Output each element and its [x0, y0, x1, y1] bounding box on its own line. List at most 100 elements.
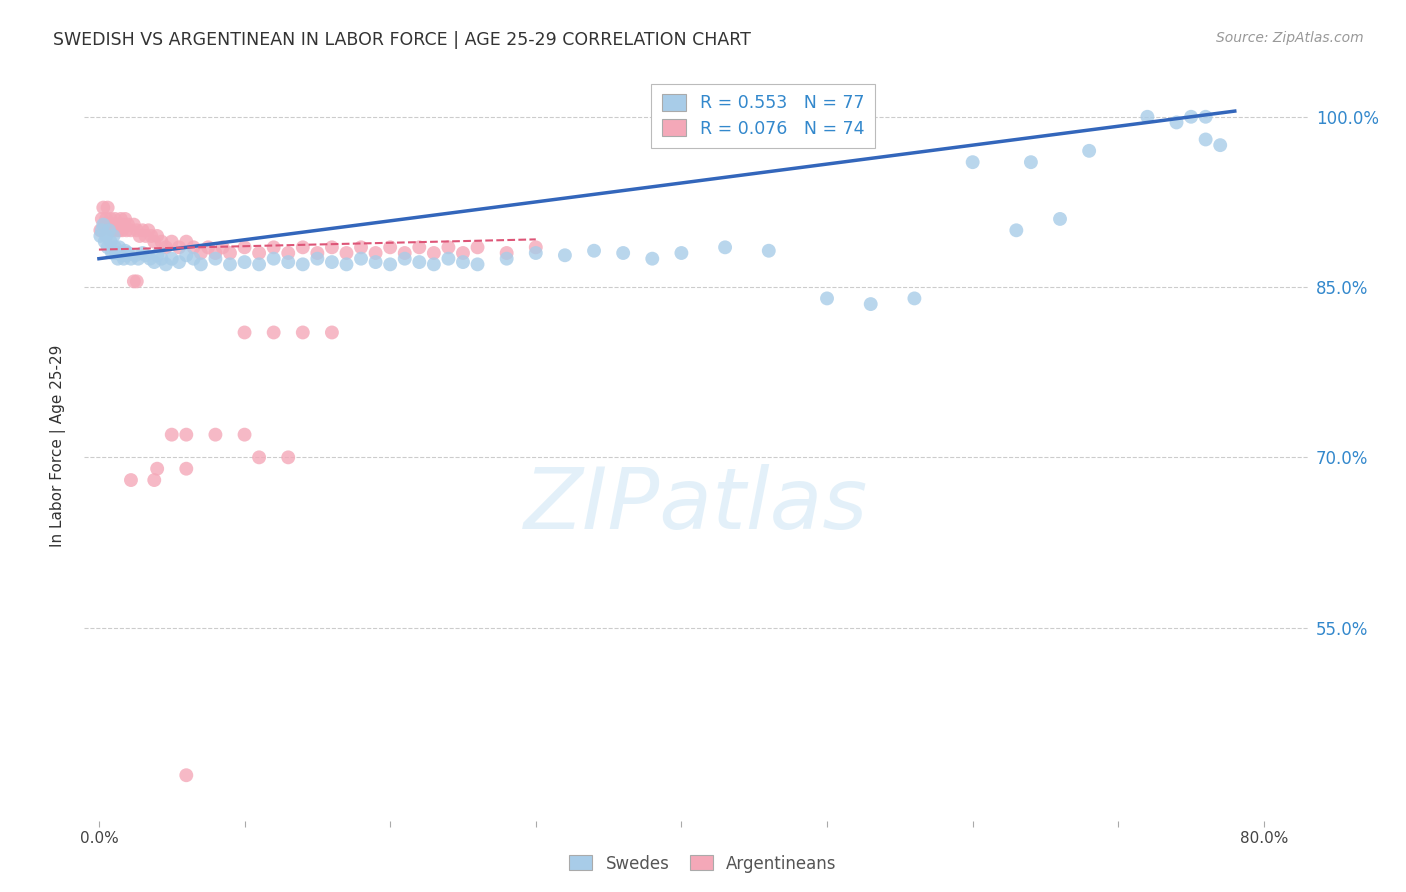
Point — [1209, 138, 1232, 153]
Point — [160, 252, 183, 266]
Point — [437, 252, 460, 266]
Point — [204, 252, 226, 266]
Point — [105, 223, 128, 237]
Point — [174, 248, 197, 262]
Point — [423, 246, 446, 260]
Point — [190, 246, 212, 260]
Point — [96, 229, 118, 244]
Point — [89, 229, 111, 244]
Point — [105, 246, 128, 260]
Point — [277, 246, 299, 260]
Point — [211, 240, 233, 254]
Point — [100, 211, 122, 226]
Point — [364, 246, 387, 260]
Point — [263, 252, 285, 266]
Point — [125, 223, 148, 237]
Point — [321, 326, 343, 340]
Point — [155, 240, 177, 254]
Point — [408, 240, 430, 254]
Point — [612, 246, 634, 260]
Point — [103, 229, 125, 244]
Point — [321, 240, 343, 254]
Point — [135, 229, 157, 244]
Point — [155, 257, 177, 271]
Point — [150, 235, 173, 249]
Point — [98, 218, 121, 232]
Point — [495, 246, 517, 260]
Point — [101, 246, 124, 260]
Point — [859, 297, 882, 311]
Point — [962, 155, 984, 169]
Point — [263, 240, 285, 254]
Point — [233, 255, 256, 269]
Point — [90, 223, 112, 237]
Point — [146, 229, 169, 244]
Point — [93, 218, 115, 232]
Point — [1180, 110, 1202, 124]
Point — [101, 223, 124, 237]
Point — [1019, 155, 1042, 169]
Point — [321, 255, 343, 269]
Point — [641, 252, 664, 266]
Point — [174, 461, 197, 475]
Point — [335, 257, 357, 271]
Point — [219, 257, 242, 271]
Point — [183, 252, 205, 266]
Point — [108, 223, 131, 237]
Point — [89, 223, 111, 237]
Point — [394, 252, 416, 266]
Point — [125, 274, 148, 288]
Point — [91, 201, 114, 215]
Point — [204, 246, 226, 260]
Point — [451, 246, 474, 260]
Point — [160, 235, 183, 249]
Point — [127, 252, 149, 266]
Point — [131, 246, 153, 260]
Point — [100, 235, 122, 249]
Point — [107, 218, 129, 232]
Point — [138, 223, 160, 237]
Point — [204, 427, 226, 442]
Point — [97, 201, 120, 215]
Text: SWEDISH VS ARGENTINEAN IN LABOR FORCE | AGE 25-29 CORRELATION CHART: SWEDISH VS ARGENTINEAN IN LABOR FORCE | … — [53, 31, 751, 49]
Point — [122, 218, 145, 232]
Text: ZIPatlas: ZIPatlas — [524, 465, 868, 548]
Point — [115, 248, 138, 262]
Point — [307, 252, 329, 266]
Point — [758, 244, 780, 258]
Point — [1049, 211, 1071, 226]
Point — [350, 252, 373, 266]
Point — [307, 246, 329, 260]
Point — [103, 218, 125, 232]
Point — [143, 255, 166, 269]
Point — [150, 252, 173, 266]
Point — [107, 252, 129, 266]
Point — [247, 257, 270, 271]
Point — [112, 252, 135, 266]
Point — [114, 244, 136, 258]
Point — [1005, 223, 1028, 237]
Point — [233, 427, 256, 442]
Point — [146, 248, 169, 262]
Point — [219, 246, 242, 260]
Point — [174, 427, 197, 442]
Point — [335, 246, 357, 260]
Point — [98, 223, 121, 237]
Point — [124, 248, 146, 262]
Point — [93, 235, 115, 249]
Y-axis label: In Labor Force | Age 25-29: In Labor Force | Age 25-29 — [49, 345, 66, 547]
Point — [380, 257, 402, 271]
Point — [815, 292, 838, 306]
Point — [104, 211, 127, 226]
Point — [247, 450, 270, 465]
Point — [117, 218, 139, 232]
Point — [671, 246, 693, 260]
Point — [1078, 144, 1101, 158]
Point — [903, 292, 925, 306]
Point — [524, 246, 547, 260]
Point — [174, 235, 197, 249]
Point — [114, 211, 136, 226]
Point — [467, 257, 489, 271]
Point — [437, 240, 460, 254]
Point — [423, 257, 446, 271]
